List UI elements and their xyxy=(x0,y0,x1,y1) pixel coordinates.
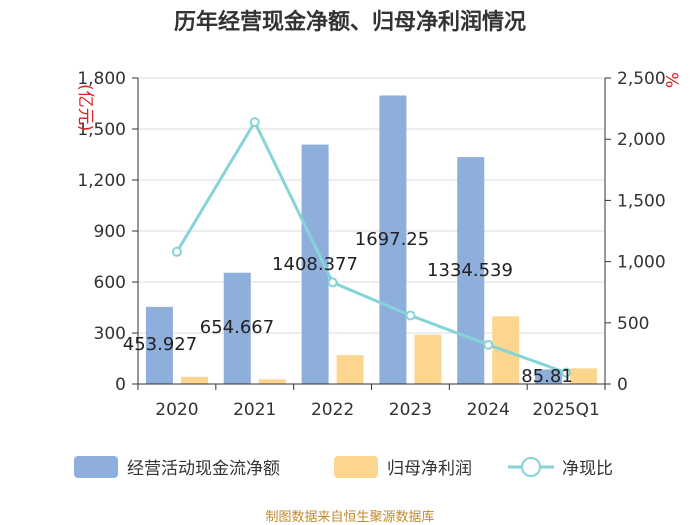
right-axis-tick-label: 2,000 xyxy=(617,130,666,150)
chart-title: 历年经营现金净额、归母净利润情况 xyxy=(173,10,526,35)
data-label-operating-cash-flow: 1697.25 xyxy=(355,229,429,250)
bar-operating-cash-flow[interactable] xyxy=(457,157,485,384)
bar-net-profit[interactable] xyxy=(336,355,364,384)
bar-net-profit[interactable] xyxy=(258,379,286,384)
right-axis-tick-label: 0 xyxy=(617,375,628,395)
bar-operating-cash-flow[interactable] xyxy=(223,272,251,384)
bar-operating-cash-flow[interactable] xyxy=(379,95,407,384)
right-axis-tick-label: 2,500 xyxy=(617,69,666,89)
left-axis-tick-label: 0 xyxy=(115,375,126,395)
legend-label-net-cash-ratio[interactable]: 净现比 xyxy=(562,459,613,479)
bar-net-profit[interactable] xyxy=(414,334,442,384)
legend-swatch-operating-cash-flow[interactable] xyxy=(74,456,118,478)
left-axis-tick-label: 1,200 xyxy=(77,171,126,191)
data-label-operating-cash-flow: 1334.539 xyxy=(427,260,513,281)
legend-label-operating-cash-flow[interactable]: 经营活动现金流净额 xyxy=(127,459,280,479)
left-axis-tick-label: 300 xyxy=(94,324,126,344)
bar-net-profit[interactable] xyxy=(570,368,598,384)
line-point-net-cash-ratio[interactable] xyxy=(171,246,182,257)
data-label-operating-cash-flow: 85.81 xyxy=(521,366,573,387)
line-point-net-cash-ratio[interactable] xyxy=(327,277,338,288)
line-point-net-cash-ratio[interactable] xyxy=(561,367,572,378)
right-axis-unit: % xyxy=(661,72,681,88)
line-point-net-cash-ratio[interactable] xyxy=(483,339,494,350)
left-axis-tick-label: 1,800 xyxy=(77,69,126,89)
right-axis-tick-label: 500 xyxy=(617,314,649,334)
data-label-operating-cash-flow: 1408.377 xyxy=(272,254,358,275)
source-note: 制图数据来自恒生聚源数据库 xyxy=(265,510,435,525)
data-label-operating-cash-flow: 453.927 xyxy=(123,334,197,355)
left-axis-unit: (亿元) xyxy=(75,84,95,131)
bar-net-profit[interactable] xyxy=(180,376,208,384)
x-axis-tick-label: 2020 xyxy=(155,400,198,420)
left-axis-tick-label: 1,500 xyxy=(77,120,126,140)
legend-swatch-net-profit[interactable] xyxy=(334,456,378,478)
line-point-net-cash-ratio[interactable] xyxy=(405,310,416,321)
x-axis-tick-label: 2025Q1 xyxy=(532,400,599,420)
left-axis-tick-label: 900 xyxy=(94,222,126,242)
right-axis-tick-label: 1,000 xyxy=(617,253,666,273)
x-axis-tick-label: 2022 xyxy=(311,400,354,420)
data-label-operating-cash-flow: 654.667 xyxy=(200,317,274,338)
x-axis-tick-label: 2024 xyxy=(467,400,510,420)
bar-operating-cash-flow[interactable] xyxy=(145,306,173,384)
line-net-cash-ratio xyxy=(175,118,567,375)
legend-label-net-profit[interactable]: 归母净利润 xyxy=(387,459,472,479)
line-point-net-cash-ratio[interactable] xyxy=(249,117,260,128)
left-axis-tick-label: 600 xyxy=(94,273,126,293)
x-axis-tick-label: 2023 xyxy=(389,400,432,420)
bar-operating-cash-flow[interactable] xyxy=(535,369,563,384)
legend-marker-net-cash-ratio[interactable] xyxy=(521,457,541,477)
x-axis-tick-label: 2021 xyxy=(233,400,276,420)
right-axis-tick-label: 1,500 xyxy=(617,191,666,211)
